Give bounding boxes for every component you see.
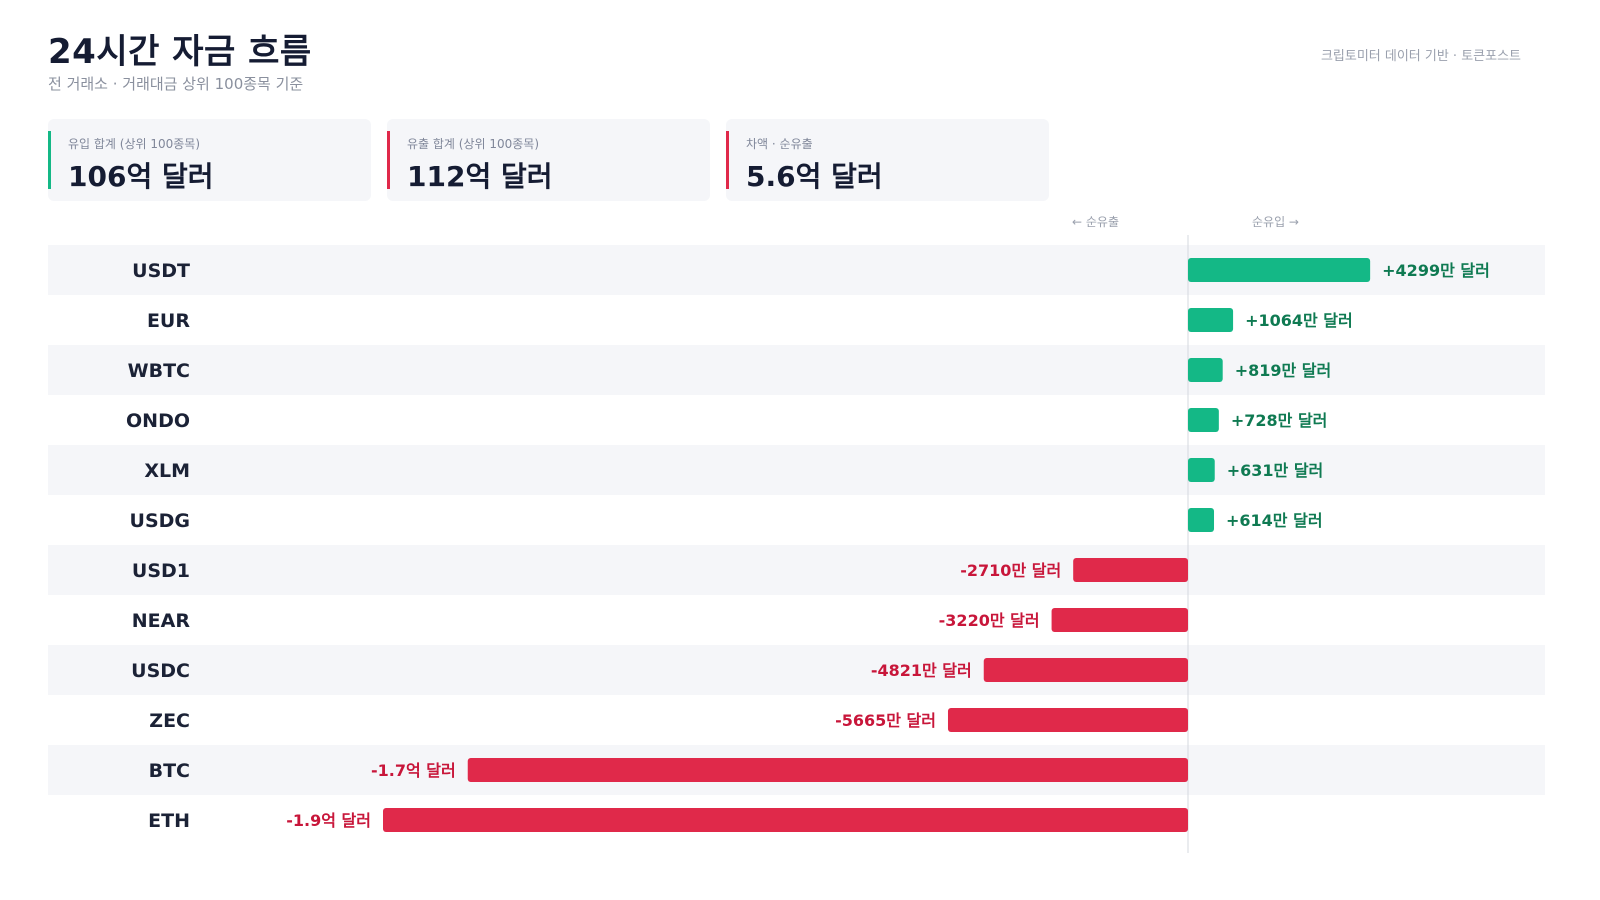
value-label: -1.9억 달러 <box>286 811 371 830</box>
card-accent <box>387 131 390 189</box>
inflow-bar <box>1188 408 1219 432</box>
card-label: 차액 · 순유출 <box>746 137 813 151</box>
card-value: 112억 달러 <box>407 160 553 193</box>
value-label: -1.7억 달러 <box>371 761 456 780</box>
inflow-bar <box>1188 308 1234 332</box>
category-label: ONDO <box>126 410 190 432</box>
category-label: USD1 <box>132 560 190 582</box>
category-label: USDG <box>130 510 190 532</box>
value-label: +631만 달러 <box>1227 461 1324 480</box>
row-background <box>48 345 1545 395</box>
inflow-bar <box>1188 458 1215 482</box>
category-label: NEAR <box>132 610 191 632</box>
page-title: 24시간 자금 흐름 <box>48 32 312 72</box>
category-label: BTC <box>149 760 190 782</box>
category-label: EUR <box>147 310 190 332</box>
outflow-bar <box>983 658 1188 682</box>
row-background <box>48 645 1545 695</box>
page-subtitle: 전 거래소 · 거래대금 상위 100종목 기준 <box>48 75 304 93</box>
value-label: +819만 달러 <box>1235 361 1332 380</box>
outflow-direction-label: ← 순유출 <box>1072 215 1119 229</box>
inflow-bar <box>1188 258 1371 282</box>
inflow-total-card: 유입 합계 (상위 100종목) 106억 달러 <box>48 119 371 201</box>
outflow-bar <box>947 708 1188 732</box>
value-label: +4299만 달러 <box>1382 261 1490 280</box>
inflow-bar <box>1188 358 1223 382</box>
category-label: ETH <box>148 810 190 832</box>
value-label: -5665만 달러 <box>835 711 936 730</box>
outflow-total-card: 유출 합계 (상위 100종목) 112억 달러 <box>387 119 710 201</box>
value-label: -3220만 달러 <box>939 611 1040 630</box>
outflow-bar <box>467 758 1189 782</box>
card-label: 유입 합계 (상위 100종목) <box>68 137 201 151</box>
card-value: 5.6억 달러 <box>746 160 883 193</box>
data-source-note: 크립토미터 데이터 기반 · 토큰포스트 <box>1320 49 1521 64</box>
value-label: +1064만 달러 <box>1245 311 1353 330</box>
category-label: USDC <box>131 660 190 682</box>
category-label: WBTC <box>128 360 190 382</box>
outflow-bar <box>383 808 1188 832</box>
outflow-bar <box>1073 558 1188 582</box>
category-label: XLM <box>144 460 190 482</box>
value-label: +614만 달러 <box>1226 511 1323 530</box>
row-background <box>48 545 1545 595</box>
category-label: ZEC <box>149 710 190 732</box>
card-accent <box>726 131 729 189</box>
value-label: +728만 달러 <box>1231 411 1328 430</box>
value-label: -4821만 달러 <box>871 661 972 680</box>
card-value: 106억 달러 <box>68 160 214 193</box>
net-difference-card: 차액 · 순유출 5.6억 달러 <box>726 119 1049 201</box>
card-label: 유출 합계 (상위 100종목) <box>407 137 540 151</box>
row-background <box>48 445 1545 495</box>
inflow-direction-label: 순유입 → <box>1252 215 1299 229</box>
card-accent <box>48 131 51 189</box>
outflow-bar <box>1051 608 1188 632</box>
inflow-bar <box>1188 508 1215 532</box>
value-label: -2710만 달러 <box>960 561 1061 580</box>
category-label: USDT <box>132 260 190 282</box>
